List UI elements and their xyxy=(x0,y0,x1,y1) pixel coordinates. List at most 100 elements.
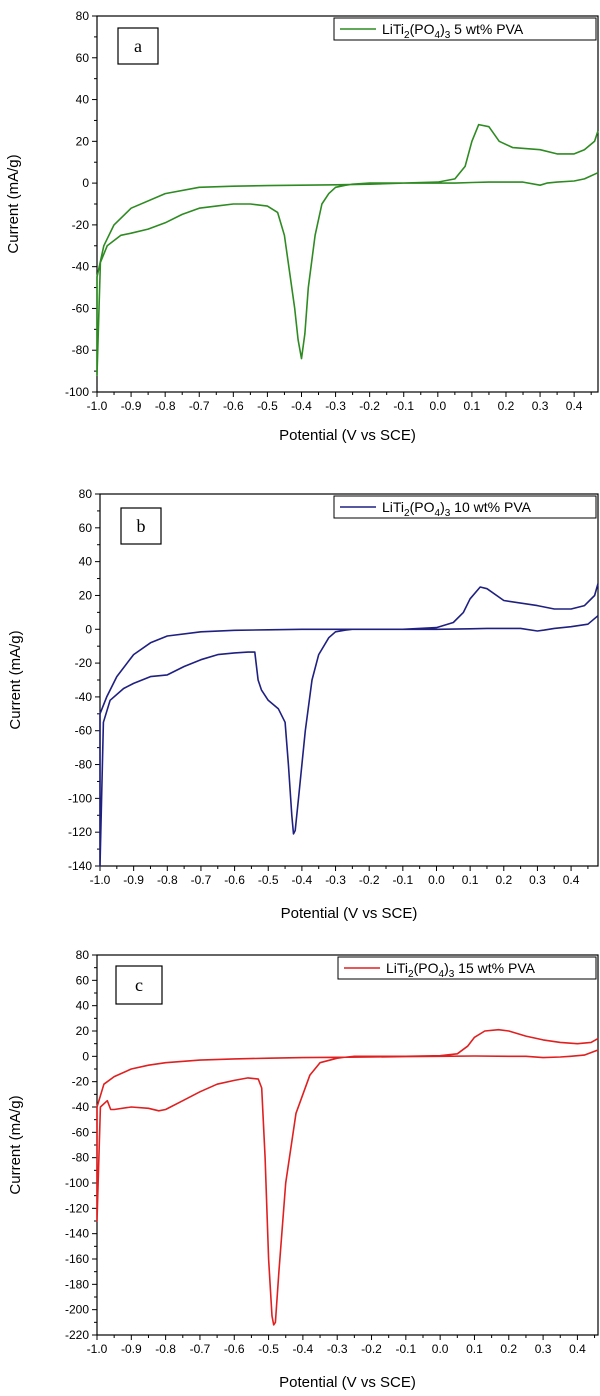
y-tick-label: -20 xyxy=(75,656,93,670)
y-tick-label: -20 xyxy=(72,218,90,232)
legend-suffix: 15 wt% PVA xyxy=(454,960,535,976)
x-tick-label: -1.0 xyxy=(87,399,108,413)
x-tick-label: -0.8 xyxy=(155,1342,176,1356)
y-tick-label: 60 xyxy=(76,51,90,65)
y-tick-label: -80 xyxy=(72,1151,90,1165)
y-tick-label: 60 xyxy=(79,521,93,535)
panel-label-box xyxy=(120,507,162,545)
x-tick-label: -0.1 xyxy=(393,399,414,413)
x-tick-label: -1.0 xyxy=(87,1342,108,1356)
x-tick-label: 0.0 xyxy=(428,873,445,887)
x-tick-label: 0.2 xyxy=(495,873,512,887)
chart-panel-c: -220-200-180-160-140-120-100-80-60-40-20… xyxy=(7,948,599,1391)
y-tick-label: -60 xyxy=(72,301,90,315)
y-tick-label: -100 xyxy=(65,1176,89,1190)
y-tick-label: -180 xyxy=(65,1277,89,1291)
y-tick-label: 40 xyxy=(76,93,90,107)
y-axis-title: Current (mA/g) xyxy=(7,1095,24,1194)
legend-box xyxy=(333,17,597,41)
x-tick-label: 0.1 xyxy=(464,399,481,413)
y-tick-label: -120 xyxy=(68,825,92,839)
legend-close: ) xyxy=(440,499,445,515)
x-tick-label: 0.0 xyxy=(429,399,446,413)
legend-sub1: 2 xyxy=(404,30,410,41)
y-tick-label: 80 xyxy=(79,487,93,501)
y-axis-title: Current (mA/g) xyxy=(7,630,24,729)
legend-close: ) xyxy=(440,21,445,37)
y-tick-label: 0 xyxy=(85,622,92,636)
x-tick-label: -0.5 xyxy=(258,873,279,887)
y-tick-label: 80 xyxy=(76,9,90,23)
legend-entry: LiTi2(PO4)3 15 wt% PVA xyxy=(386,960,536,980)
x-axis-title: Potential (V vs SCE) xyxy=(279,427,416,444)
y-tick-label: -40 xyxy=(72,1100,90,1114)
y-tick-label: 20 xyxy=(76,1024,90,1038)
y-tick-label: 0 xyxy=(82,176,89,190)
x-tick-label: 0.4 xyxy=(569,1342,586,1356)
y-tick-label: -40 xyxy=(75,690,93,704)
legend-suffix: 5 wt% PVA xyxy=(450,21,524,37)
x-tick-label: 0.3 xyxy=(529,873,546,887)
legend-mid: (PO xyxy=(414,960,439,976)
y-tick-label: -160 xyxy=(65,1252,89,1266)
x-tick-label: 0.4 xyxy=(566,399,583,413)
x-tick-label: -0.4 xyxy=(291,399,312,413)
y-axis-title: Current (mA/g) xyxy=(5,154,22,253)
y-tick-label: -80 xyxy=(75,758,93,772)
x-tick-label: -0.1 xyxy=(392,873,413,887)
x-tick-label: -0.3 xyxy=(325,399,346,413)
x-tick-label: -0.6 xyxy=(224,1342,245,1356)
y-tick-label: 40 xyxy=(79,555,93,569)
y-tick-label: -100 xyxy=(68,791,92,805)
x-tick-label: -0.6 xyxy=(224,873,245,887)
x-tick-label: -0.9 xyxy=(121,1342,142,1356)
y-tick-label: -100 xyxy=(65,385,89,399)
plot-frame xyxy=(99,493,599,867)
panel-label: a xyxy=(134,36,142,56)
panel-label-box xyxy=(115,965,163,1005)
x-tick-label: 0.1 xyxy=(462,873,479,887)
y-tick-label: 80 xyxy=(76,948,90,962)
legend-close: ) xyxy=(444,960,449,976)
legend-entry: LiTi2(PO4)3 10 wt% PVA xyxy=(382,499,532,519)
x-tick-label: 0.2 xyxy=(498,399,515,413)
legend-base: LiTi xyxy=(386,960,408,976)
x-tick-label: -0.4 xyxy=(292,873,313,887)
x-tick-label: -1.0 xyxy=(90,873,111,887)
series-line-a xyxy=(96,123,599,377)
series-line-b xyxy=(99,583,599,867)
y-tick-label: -80 xyxy=(72,343,90,357)
x-tick-label: -0.2 xyxy=(361,1342,382,1356)
legend-box xyxy=(337,956,597,980)
y-tick-label: -120 xyxy=(65,1201,89,1215)
x-tick-label: 0.2 xyxy=(500,1342,517,1356)
x-tick-label: -0.7 xyxy=(189,399,210,413)
plot-frame xyxy=(96,954,599,1336)
legend-mid: (PO xyxy=(410,21,435,37)
x-tick-label: -0.8 xyxy=(157,873,178,887)
x-tick-label: -0.6 xyxy=(223,399,244,413)
panel-label-box xyxy=(117,27,159,65)
y-tick-label: -60 xyxy=(75,724,93,738)
x-tick-label: 0.1 xyxy=(466,1342,483,1356)
y-tick-label: 0 xyxy=(82,1049,89,1063)
legend-sub3: 3 xyxy=(445,30,451,41)
y-tick-label: -40 xyxy=(72,260,90,274)
chart-panel-a: -100 -80 -60 -40 -20 0 20 40 60 80 -1.0 -0.9 -0.8 -0.… xyxy=(5,9,599,444)
y-tick-label: -140 xyxy=(68,859,92,873)
legend-sub3: 3 xyxy=(445,508,451,519)
legend-sub3: 3 xyxy=(449,969,455,980)
x-tick-label: -0.5 xyxy=(258,1342,279,1356)
x-tick-label: -0.4 xyxy=(293,1342,314,1356)
y-tick-label: 20 xyxy=(76,134,90,148)
panel-label: b xyxy=(137,516,146,536)
x-tick-label: 0.3 xyxy=(535,1342,552,1356)
x-axis-title: Potential (V vs SCE) xyxy=(281,905,418,922)
x-axis-title: Potential (V vs SCE) xyxy=(279,1374,416,1391)
x-tick-label: -0.5 xyxy=(257,399,278,413)
x-tick-label: -0.3 xyxy=(325,873,346,887)
legend-sub1: 2 xyxy=(404,508,410,519)
y-tick-label: 40 xyxy=(76,999,90,1013)
x-tick-label: -0.3 xyxy=(327,1342,348,1356)
